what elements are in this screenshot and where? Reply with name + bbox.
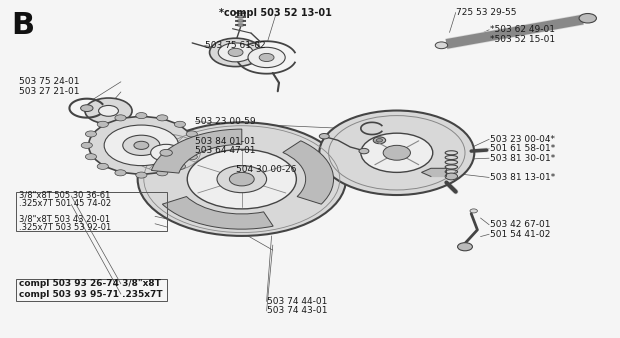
Text: 503 84 01-01: 503 84 01-01 [195,137,256,146]
Circle shape [248,47,285,68]
Text: 3/8"x8T 505 30 36-61: 3/8"x8T 505 30 36-61 [19,191,110,200]
Circle shape [228,48,243,56]
Circle shape [361,133,433,172]
Circle shape [138,122,346,236]
Circle shape [136,172,147,178]
Circle shape [210,38,262,67]
Text: *503 62 49-01: *503 62 49-01 [490,25,555,34]
Text: 503 81 13-01*: 503 81 13-01* [490,173,555,182]
Circle shape [85,98,132,124]
Text: compl 503 93 26-74 3/8"x8T: compl 503 93 26-74 3/8"x8T [19,280,161,288]
Text: 503 27 21-01: 503 27 21-01 [19,88,79,96]
Circle shape [359,148,369,154]
Circle shape [187,149,296,209]
Circle shape [136,113,147,119]
Circle shape [86,154,97,160]
Text: B: B [11,11,34,40]
Text: *compl 503 52 13-01: *compl 503 52 13-01 [219,8,332,18]
Wedge shape [151,129,242,173]
Circle shape [186,131,197,137]
Text: 503 75 61-02: 503 75 61-02 [205,41,265,50]
Circle shape [151,144,182,161]
Text: 501 61 58-01*: 501 61 58-01* [490,144,555,153]
Text: 503 74 43-01: 503 74 43-01 [267,307,327,315]
Text: 503 23 00-04*: 503 23 00-04* [490,135,555,144]
Text: 503 81 30-01*: 503 81 30-01* [490,154,555,163]
Circle shape [445,173,458,180]
Text: 3/8"x8T 503 43 20-01: 3/8"x8T 503 43 20-01 [19,215,110,223]
Circle shape [99,105,118,116]
Text: 725 53 29-55: 725 53 29-55 [456,8,516,17]
Circle shape [104,125,179,166]
Circle shape [122,128,211,177]
Circle shape [157,115,168,121]
Text: 503 42 67-01: 503 42 67-01 [490,220,551,229]
Circle shape [435,42,448,49]
Circle shape [97,163,108,169]
Wedge shape [162,197,273,229]
Circle shape [115,170,126,176]
Circle shape [123,135,160,155]
Text: compl 503 93 95-71 .235x7T: compl 503 93 95-71 .235x7T [19,290,162,298]
Circle shape [186,154,197,160]
Text: 503 23 00-59: 503 23 00-59 [195,117,256,126]
Circle shape [259,53,274,62]
Text: .325x7T 501 45 74-02: .325x7T 501 45 74-02 [19,199,111,208]
Text: 504 30 00-26: 504 30 00-26 [236,165,296,174]
Circle shape [229,172,254,186]
Circle shape [319,111,474,195]
Circle shape [157,170,168,176]
Circle shape [134,141,149,149]
Text: 503 75 24-01: 503 75 24-01 [19,77,79,86]
Circle shape [470,209,477,213]
Text: 503 74 44-01: 503 74 44-01 [267,297,327,306]
Circle shape [81,105,93,112]
Circle shape [218,43,253,62]
Text: eReplacementParts.com: eReplacementParts.com [219,166,363,179]
Text: *503 52 15-01: *503 52 15-01 [490,35,555,44]
Circle shape [174,121,185,127]
Circle shape [217,166,267,193]
Polygon shape [422,168,446,176]
Circle shape [579,14,596,23]
Wedge shape [283,141,334,204]
Circle shape [190,142,202,148]
Circle shape [174,163,185,169]
Circle shape [115,115,126,121]
Circle shape [89,117,194,174]
Circle shape [383,145,410,160]
Circle shape [160,149,172,156]
Text: 503 64 47-01: 503 64 47-01 [195,146,256,155]
Circle shape [97,121,108,127]
Circle shape [376,139,383,142]
Text: .325x7T 503 53 92-01: .325x7T 503 53 92-01 [19,223,111,232]
Circle shape [319,134,329,139]
Circle shape [86,131,97,137]
Circle shape [81,142,92,148]
Text: 501 54 41-02: 501 54 41-02 [490,230,550,239]
Circle shape [458,243,472,251]
Circle shape [373,137,386,144]
